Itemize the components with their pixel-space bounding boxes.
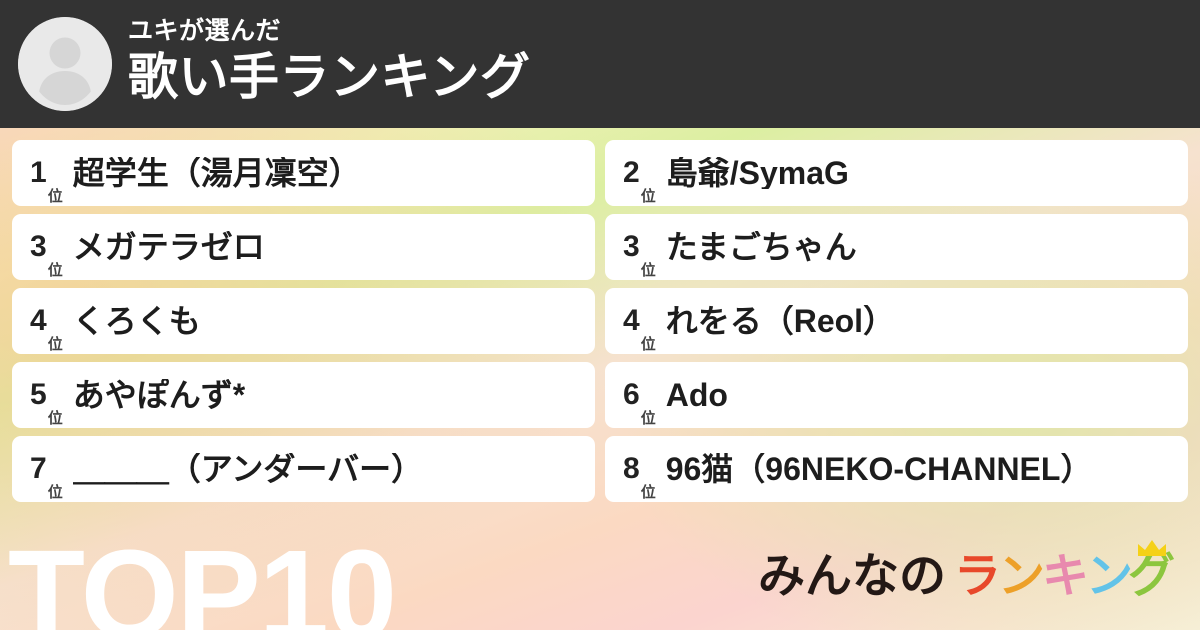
rank-unit: 位 — [47, 484, 63, 501]
list-item[interactable]: 2 位 島爺/SymaG — [605, 140, 1188, 206]
brand-kana-n2: ン — [1086, 549, 1133, 602]
brand-kana-n: ン — [998, 549, 1045, 602]
rank-number: 4 — [623, 304, 640, 337]
list-item[interactable]: 1 位 超学生（湯月凜空） — [12, 140, 595, 206]
ranking-list: 1 位 超学生（湯月凜空） 3 位 メガテラゼロ 4 位 くろくも 5 位 あや… — [12, 140, 1188, 502]
rank-entry-name: メガテラゼロ — [72, 231, 265, 263]
brand-black-text: みんなの — [758, 549, 946, 602]
rank-number: 6 — [623, 378, 640, 411]
rank-number: 2 — [623, 156, 640, 189]
rank-unit: 位 — [47, 410, 63, 427]
rank-entry-name: くろくも — [72, 305, 201, 337]
page-title: 歌い手ランキング — [128, 49, 531, 106]
rank-unit: 位 — [640, 262, 656, 279]
brand-logo[interactable]: みんなの ラ ン キ ン グ — [758, 540, 1178, 606]
rank-entry-name: Ado — [665, 379, 728, 411]
rank-unit: 位 — [640, 336, 656, 353]
rank-entry-name: たまごちゃん — [665, 231, 857, 263]
list-item[interactable]: 4 位 くろくも — [12, 288, 595, 354]
list-item[interactable]: 8 位 96猫（96NEKO-CHANNEL） — [605, 436, 1188, 502]
header-bar: ユキが選んだ 歌い手ランキング — [0, 0, 1200, 128]
rank-unit: 位 — [640, 484, 656, 501]
rank-entry-name: れをる（Reol） — [665, 305, 896, 337]
header-eyebrow: ユキが選んだ — [128, 16, 282, 45]
user-avatar-placeholder-icon — [18, 17, 112, 111]
rank-entry-name: ＿＿＿（アンダーバー） — [72, 453, 424, 485]
rank-unit: 位 — [640, 188, 656, 205]
header-text-block: ユキが選んだ 歌い手ランキング — [128, 17, 531, 108]
rank-entry-name: 96猫（96NEKO-CHANNEL） — [665, 453, 1093, 485]
rank-unit: 位 — [47, 262, 63, 279]
rank-number: 8 — [623, 452, 640, 485]
rank-entry-name: 超学生（湯月凜空） — [72, 157, 361, 189]
rank-number: 5 — [30, 378, 47, 411]
rank-unit: 位 — [47, 188, 63, 205]
rank-entry-name: 島爺/SymaG — [665, 157, 849, 189]
list-item[interactable]: 4 位 れをる（Reol） — [605, 288, 1188, 354]
top10-watermark: TOP10 — [8, 524, 397, 630]
rank-number: 3 — [623, 230, 640, 263]
brand-kana-ra: ラ — [954, 549, 1001, 602]
rank-number: 3 — [30, 230, 47, 263]
rank-number: 7 — [30, 452, 47, 485]
list-item[interactable]: 6 位 Ado — [605, 362, 1188, 428]
rank-entry-name: あやぽんず* — [72, 379, 246, 411]
list-item[interactable]: 3 位 たまごちゃん — [605, 214, 1188, 280]
crown-icon — [1138, 540, 1166, 556]
rank-number: 4 — [30, 304, 47, 337]
brand-kana-gu: グ — [1128, 549, 1175, 602]
list-item[interactable]: 3 位 メガテラゼロ — [12, 214, 595, 280]
brand-kana-ki: キ — [1042, 549, 1089, 602]
rank-unit: 位 — [640, 410, 656, 427]
rank-number: 1 — [30, 156, 47, 189]
list-item[interactable]: 7 位 ＿＿＿（アンダーバー） — [12, 436, 595, 502]
rank-unit: 位 — [47, 336, 63, 353]
list-item[interactable]: 5 位 あやぽんず* — [12, 362, 595, 428]
